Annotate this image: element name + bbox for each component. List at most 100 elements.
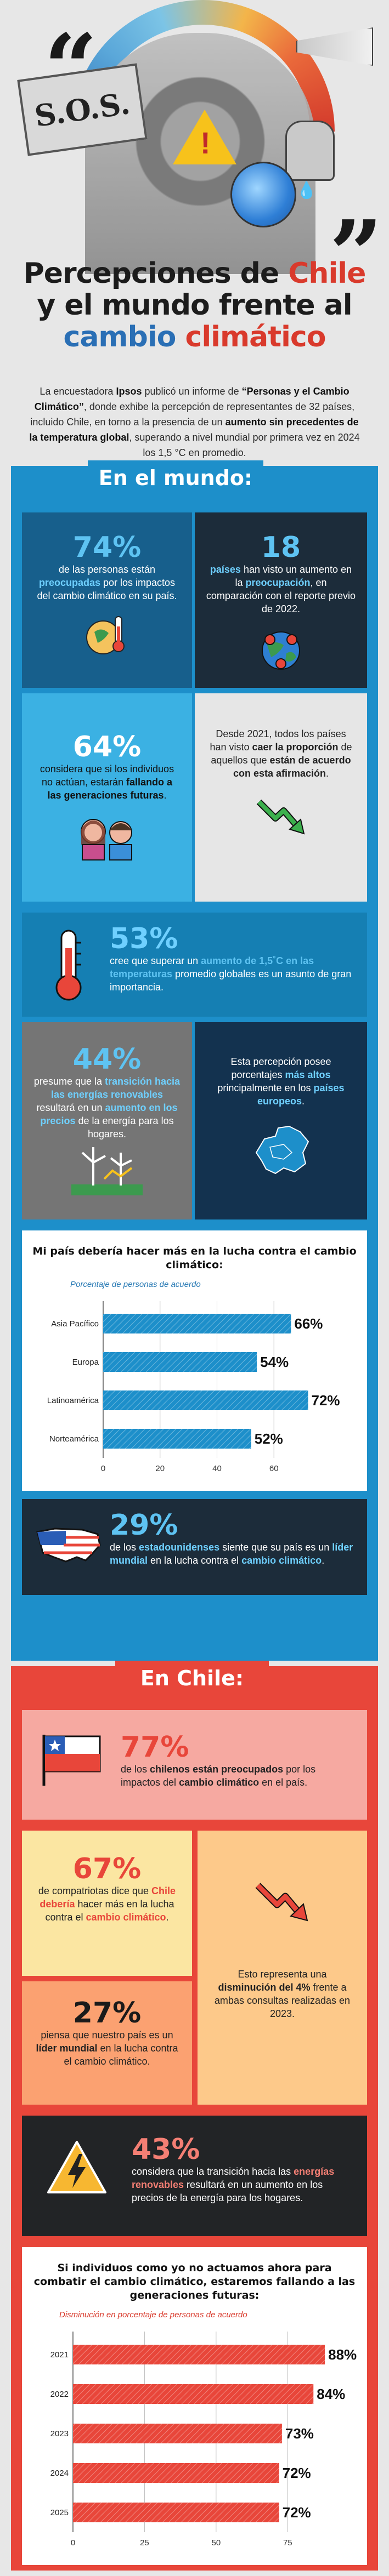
stat-card-53: 53% cree que superar un aumento de 1,5˚C… — [22, 913, 367, 1017]
bar — [73, 2384, 314, 2404]
bar — [73, 2424, 282, 2443]
hero-illustration: S.O.S. ! 💧 “ ” — [0, 0, 389, 274]
stat-card-44: 44% presume que la transición hacia las … — [22, 1022, 192, 1219]
info-card-europe: Esta percepción posee porcentajes más al… — [195, 1022, 367, 1219]
stat-value: 77% — [121, 1731, 189, 1764]
chart-title: Si individuos como yo no actuamos ahora … — [33, 2262, 356, 2301]
stat-value: 74% — [72, 531, 142, 564]
stat-card-77: 77% de los chilenos están preocupados po… — [22, 1710, 367, 1820]
data-label: 73% — [285, 2425, 314, 2442]
stat-text: considera que si los individuos no actúa… — [40, 763, 174, 801]
x-tick-label: 40 — [212, 1464, 222, 1473]
category-label: Norteamérica — [49, 1434, 99, 1444]
world-section-heading: En el mundo: — [88, 460, 263, 495]
stat-text: presume que la transición hacia las ener… — [33, 1076, 181, 1139]
stat-text: piensa que nuestro país es un líder mund… — [36, 2030, 178, 2067]
wind-turbines-icon — [71, 1147, 143, 1195]
stat-value: 64% — [72, 731, 142, 763]
trend-down-arrow-icon — [255, 1883, 308, 1922]
usa-map-icon — [36, 1528, 101, 1563]
chile-flag-icon — [42, 1735, 101, 1786]
chile-section-heading: En Chile: — [115, 1661, 269, 1696]
category-label: Europa — [72, 1358, 99, 1367]
x-tick-label: 60 — [269, 1464, 279, 1473]
chart-subtitle: Disminución en porcentaje de personas de… — [59, 2310, 247, 2319]
category-label: Asia Pacífico — [51, 1319, 99, 1329]
thermometer-icon — [55, 930, 82, 1001]
data-label: 52% — [255, 1431, 283, 1447]
chart-subtitle: Porcentaje de personas de acuerdo — [70, 1280, 201, 1289]
stat-card-27: 27% piensa que nuestro país es un líder … — [22, 1981, 192, 2105]
thermometer-globe-icon — [86, 616, 125, 654]
globe-icon — [230, 162, 296, 227]
trend-down-arrow-icon — [256, 799, 305, 835]
title-part: cambio — [63, 321, 177, 354]
chart-years-agreement: Si individuos como yo no actuamos ahora … — [22, 2247, 367, 2565]
world-map-pins-icon — [262, 631, 300, 670]
category-label: 2025 — [50, 2508, 69, 2517]
stat-value: 43% — [132, 2133, 200, 2166]
children-icon — [81, 819, 132, 860]
x-tick-label: 0 — [101, 1464, 105, 1473]
data-label: 72% — [312, 1392, 340, 1409]
x-tick-label: 0 — [71, 2538, 75, 2547]
stat-text: considera que la transición hacia las en… — [132, 2166, 335, 2203]
info-card-decline: Desde 2021, todos los países han visto c… — [195, 693, 367, 902]
x-tick-label: 75 — [283, 2538, 292, 2547]
open-quote-icon: “ — [44, 14, 98, 123]
stat-card-43: 43% considera que la transición hacia la… — [22, 2116, 367, 2236]
category-label: 2024 — [50, 2469, 69, 2478]
bar — [73, 2503, 279, 2522]
bar — [103, 1314, 291, 1333]
bar — [103, 1429, 251, 1449]
stat-value: 67% — [72, 1853, 142, 1885]
title-part: Percepciones de — [23, 257, 280, 290]
stat-card-29: 29% de los estadounidenses siente que su… — [22, 1499, 367, 1595]
chart-title: Mi país debería hacer más en la lucha co… — [32, 1245, 357, 1271]
bar — [103, 1352, 257, 1372]
category-label: 2022 — [50, 2390, 69, 2399]
stat-value: 53% — [110, 922, 178, 955]
stat-text: de compatriotas dice que Chile debería h… — [38, 1885, 176, 1923]
info-text: Esto representa una disminución del 4% f… — [214, 1969, 351, 2019]
stat-text: de los chilenos están preocupados por lo… — [121, 1764, 316, 1788]
stat-card-64: 64% considera que si los individuos no a… — [22, 693, 192, 902]
raised-fist-icon — [285, 121, 335, 181]
stat-text: de las personas están preocupadas por lo… — [37, 564, 177, 601]
info-text: Esta percepción posee porcentajes más al… — [217, 1056, 345, 1107]
chart-region-agreement: Mi país debería hacer más en la lucha co… — [22, 1230, 367, 1491]
x-tick-label: 20 — [155, 1464, 165, 1473]
title-part: y el mundo frente al — [37, 289, 352, 322]
page-title: Percepciones de Chile y el mundo frente … — [0, 258, 389, 353]
data-label: 54% — [260, 1354, 289, 1370]
data-label: 88% — [328, 2346, 357, 2363]
stat-value: 18 — [261, 531, 301, 564]
bar — [73, 2463, 279, 2483]
intro-paragraph: La encuestadora Ipsos publicó un informe… — [29, 386, 360, 458]
data-label: 84% — [317, 2386, 345, 2402]
data-label: 72% — [283, 2465, 311, 2481]
category-label: Latinoamérica — [47, 1396, 99, 1405]
stat-value: 29% — [110, 1509, 178, 1542]
stat-text: cree que superar un aumento de 1,5˚C en … — [110, 955, 352, 993]
x-tick-label: 50 — [212, 2538, 221, 2547]
data-label: 72% — [283, 2504, 311, 2521]
close-quote-icon: ” — [329, 200, 383, 274]
bar — [73, 2345, 325, 2364]
europe-map-icon — [255, 1125, 309, 1175]
energy-warning-icon — [47, 2141, 106, 2193]
data-label: 66% — [294, 1315, 323, 1332]
warning-icon: ! — [173, 110, 236, 164]
bar — [103, 1390, 308, 1410]
x-tick-label: 25 — [140, 2538, 149, 2547]
stat-value: 27% — [72, 1997, 142, 2030]
stat-text: países han visto un aumento en la preocu… — [206, 564, 356, 614]
sweat-drops-icon: 💧 — [296, 181, 317, 200]
stat-value: 44% — [72, 1043, 142, 1076]
stat-card-67: 67% de compatriotas dice que Chile deber… — [22, 1831, 192, 1976]
chart-region-svg: 0 20 40 60 Asia Pacífico 66% Europa 54% Latinoam… — [47, 1301, 340, 1473]
title-part: climático — [185, 321, 326, 354]
info-card-decrease: Esto representa una disminución del 4% f… — [198, 1831, 367, 2105]
stat-text: de los estadounidenses siente que su paí… — [110, 1542, 353, 1566]
info-text: Desde 2021, todos los países han visto c… — [210, 728, 352, 779]
